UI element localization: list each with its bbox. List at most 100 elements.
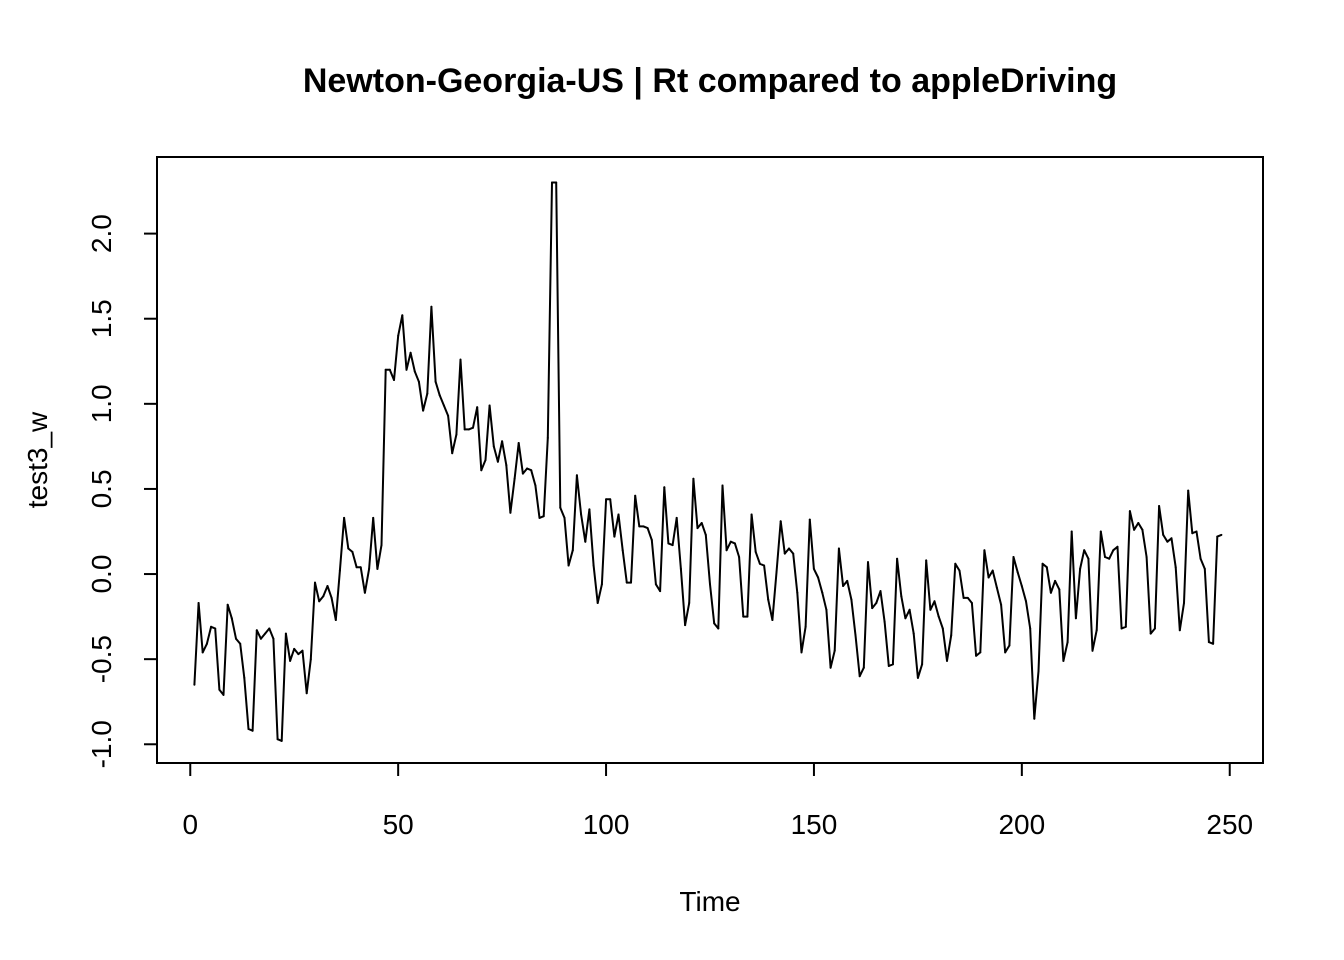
data-point	[372, 516, 375, 519]
data-point	[326, 585, 329, 587]
data-point	[330, 596, 333, 599]
data-point	[1166, 540, 1169, 543]
data-point	[779, 520, 782, 523]
data-point	[829, 666, 832, 669]
data-point	[891, 663, 894, 666]
x-tick-label: 250	[1206, 809, 1253, 840]
data-point	[1004, 651, 1007, 654]
data-point	[634, 494, 637, 497]
data-point	[592, 564, 595, 567]
data-point	[684, 624, 687, 627]
data-point	[509, 511, 512, 514]
data-point	[630, 581, 632, 584]
data-point	[334, 619, 337, 621]
data-point	[775, 571, 778, 574]
data-point	[783, 552, 786, 555]
data-point	[455, 433, 458, 436]
data-point	[692, 477, 695, 480]
data-point	[1128, 510, 1131, 513]
data-point	[430, 305, 433, 308]
data-point	[222, 693, 225, 696]
data-point	[476, 406, 479, 409]
data-point	[688, 602, 691, 604]
data-point	[887, 665, 890, 667]
data-point	[480, 469, 483, 472]
data-point	[405, 368, 408, 371]
data-point	[555, 181, 558, 184]
data-point	[584, 540, 587, 543]
data-point	[1162, 533, 1165, 536]
data-point	[447, 414, 450, 417]
data-point	[422, 409, 425, 412]
data-point	[505, 464, 508, 467]
data-point	[1108, 557, 1111, 560]
y-axis-label: test3_w	[22, 411, 53, 508]
data-point	[567, 564, 570, 567]
data-point	[605, 498, 608, 501]
data-point	[226, 603, 229, 606]
data-point	[201, 651, 204, 654]
data-point	[709, 583, 711, 586]
data-point	[1091, 649, 1094, 652]
data-point	[551, 181, 553, 184]
data-point	[721, 484, 724, 487]
data-point	[904, 617, 907, 620]
data-point	[1191, 532, 1194, 535]
data-point	[463, 428, 466, 431]
data-point	[663, 486, 666, 489]
data-point	[596, 602, 599, 604]
data-point	[900, 595, 903, 598]
data-point	[970, 602, 973, 604]
data-point	[763, 564, 766, 567]
data-point	[842, 585, 845, 587]
data-point	[289, 659, 292, 662]
data-point	[272, 637, 275, 640]
data-point	[363, 591, 366, 594]
data-point	[1083, 549, 1086, 552]
data-point	[1158, 505, 1161, 507]
data-point	[1207, 641, 1210, 644]
data-point	[958, 569, 961, 572]
data-point	[1112, 549, 1115, 552]
data-point	[376, 567, 379, 570]
y-tick-label: -0.5	[86, 635, 117, 683]
data-point	[896, 557, 899, 560]
data-point	[571, 549, 574, 552]
y-tick-label: 0.5	[86, 469, 117, 508]
data-point	[850, 598, 853, 601]
x-tick-label: 0	[182, 809, 198, 840]
data-point	[1183, 602, 1185, 604]
data-point	[983, 549, 986, 552]
data-point	[954, 562, 957, 565]
y-tick-label: 0.0	[86, 555, 117, 594]
data-point	[846, 579, 849, 582]
data-point	[413, 370, 416, 373]
data-point	[301, 649, 304, 652]
data-point	[733, 542, 736, 545]
data-point	[1133, 528, 1136, 531]
data-point	[580, 513, 583, 516]
data-point	[347, 547, 350, 550]
data-point	[729, 540, 732, 543]
data-point	[937, 615, 940, 618]
data-point	[854, 634, 857, 637]
plot-frame	[156, 156, 1264, 764]
data-point	[875, 602, 878, 604]
data-point	[264, 632, 267, 635]
data-point	[1074, 617, 1077, 620]
data-point	[609, 498, 612, 501]
data-point	[679, 567, 682, 570]
data-point	[1062, 659, 1065, 662]
data-point	[1066, 641, 1069, 644]
data-point	[725, 549, 728, 552]
data-point	[513, 477, 516, 480]
data-point	[401, 314, 404, 317]
data-point	[467, 428, 470, 431]
data-point	[1079, 567, 1082, 570]
data-point	[1029, 627, 1032, 630]
data-point	[526, 467, 529, 470]
data-point	[675, 516, 678, 519]
data-point	[534, 484, 537, 487]
data-point	[617, 513, 620, 516]
data-point	[1037, 670, 1040, 673]
